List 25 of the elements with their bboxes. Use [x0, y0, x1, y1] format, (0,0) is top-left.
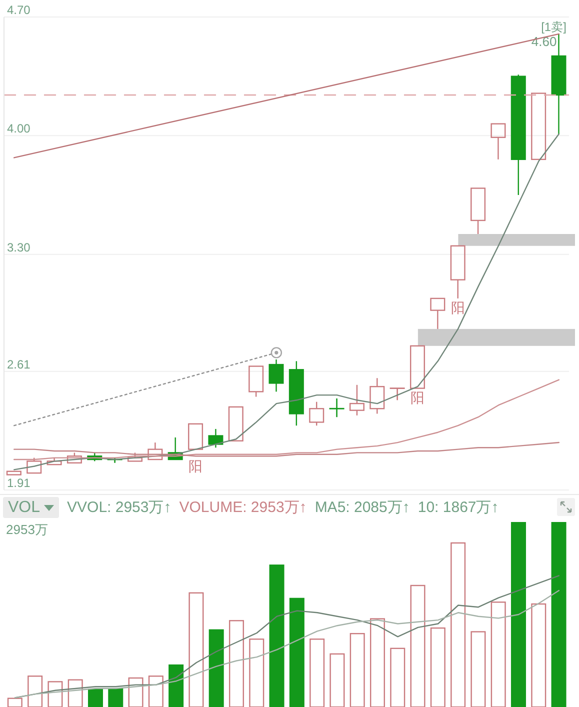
y-tick-label: 2.61 [7, 357, 31, 372]
text: VVOL: 2953万↑ [67, 499, 172, 516]
text: VOLUME: 2953万↑ [179, 499, 307, 516]
annotation: 阳 [410, 389, 424, 406]
bar [168, 664, 184, 707]
bar [510, 522, 526, 707]
annotation: 4.60 [531, 34, 557, 49]
text: MA5: 2085万↑ [314, 499, 410, 516]
y-tick-label: 3.30 [7, 240, 31, 254]
y-tick-label: 1.91 [7, 476, 31, 490]
text: 10: 1867万↑ [418, 499, 499, 516]
annotation: 2953万 [6, 522, 48, 537]
bar [208, 629, 224, 707]
annotation: [1卖] [541, 20, 566, 34]
annotation: 阳 [450, 299, 465, 316]
indicator-dropdown: VOL [3, 497, 60, 518]
bar [108, 688, 124, 707]
chart-title: VOL [8, 498, 40, 516]
bar [269, 564, 284, 707]
y-tick-label: 4.70 [7, 3, 31, 17]
bar [551, 522, 566, 707]
bar [289, 598, 304, 707]
bar [88, 688, 103, 707]
annotation: 阳 [188, 458, 203, 474]
y-tick-label: 4.00 [7, 122, 31, 136]
